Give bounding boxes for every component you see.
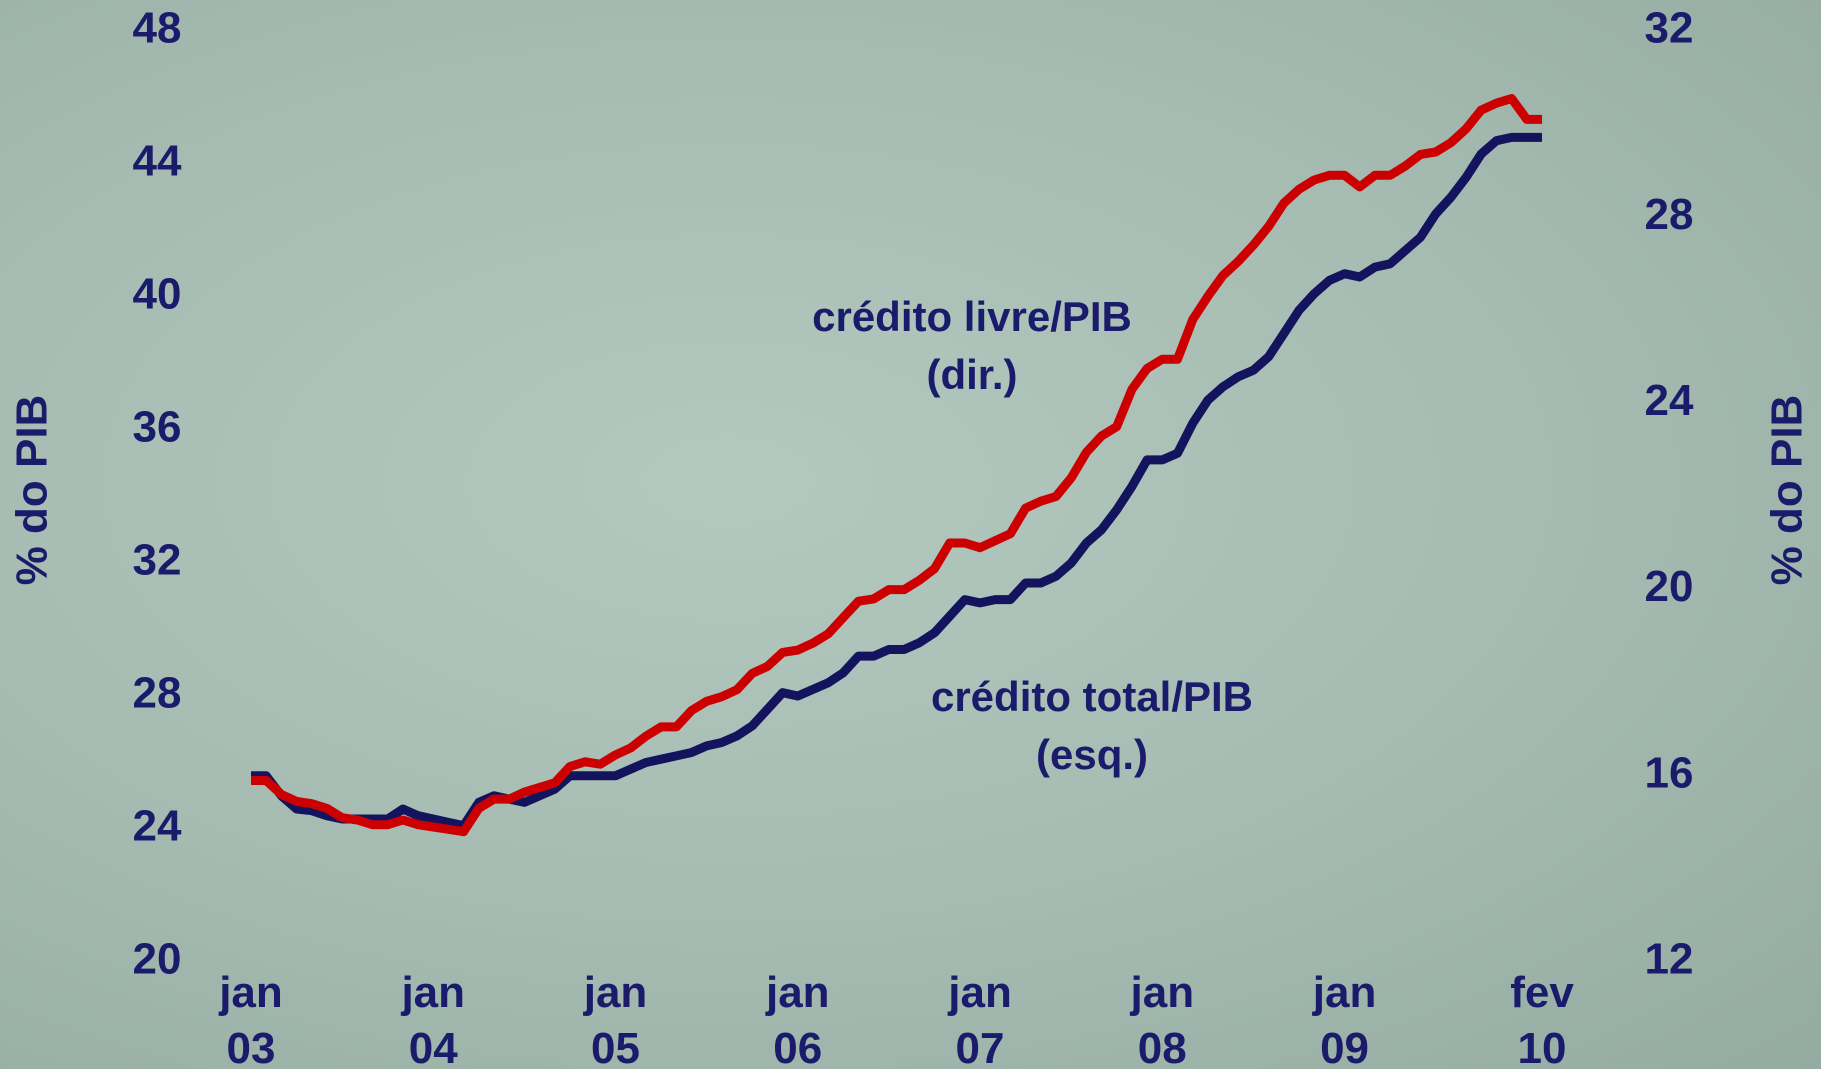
y2-tick-label: 28 <box>1645 190 1694 239</box>
x-tick-label: jan 04 <box>401 965 465 1077</box>
series-line <box>251 99 1542 832</box>
y-tick-label: 20 <box>133 935 182 984</box>
y2-tick-label: 24 <box>1645 376 1694 425</box>
x-tick-label: jan 06 <box>766 965 830 1077</box>
y2-axis-title: % do PIB <box>1763 395 1812 586</box>
y2-tick-label: 12 <box>1645 935 1694 984</box>
series-label: crédito livre/PIB (dir.) <box>812 288 1132 404</box>
page: {"chart_data": {"type": "line", "y_label… <box>0 0 1821 1069</box>
y2-tick-label: 16 <box>1645 748 1694 797</box>
x-tick-label: jan 05 <box>584 965 648 1077</box>
x-tick-label: jan 08 <box>1130 965 1194 1077</box>
y2-tick-label: 20 <box>1645 562 1694 611</box>
y-tick-label: 24 <box>133 802 182 851</box>
x-tick-label: fev 10 <box>1510 965 1574 1077</box>
x-tick-label: jan 07 <box>948 965 1012 1077</box>
y-tick-label: 40 <box>133 270 182 319</box>
x-tick-label: jan 03 <box>219 965 283 1077</box>
y2-tick-label: 32 <box>1645 4 1694 53</box>
y-tick-label: 48 <box>133 4 182 53</box>
y-axis-title: % do PIB <box>8 395 57 586</box>
series-line <box>251 137 1542 825</box>
series-label: crédito total/PIB (esq.) <box>931 668 1253 784</box>
y-tick-label: 36 <box>133 403 182 452</box>
y-tick-label: 28 <box>133 669 182 718</box>
x-tick-label: jan 09 <box>1313 965 1377 1077</box>
chart: % do PIB % do PIB 20 24 28 32 36 40 44 48 12 16 20… <box>0 0 1821 1069</box>
y-tick-label: 32 <box>133 536 182 585</box>
y-tick-label: 44 <box>133 137 182 186</box>
